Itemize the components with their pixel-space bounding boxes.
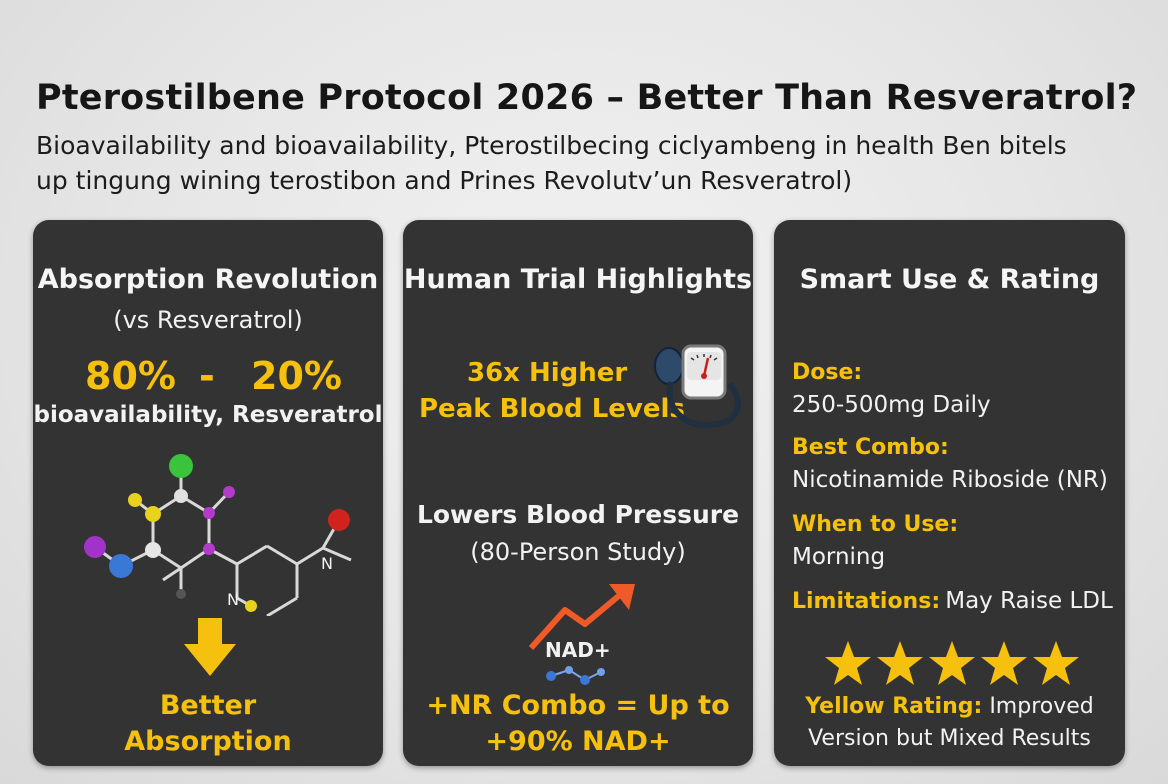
footer-absorption: Absorption [124, 726, 292, 757]
bp-subheading: (80-Person Study) [470, 538, 686, 566]
nad-label: NAD+ [545, 638, 611, 662]
subtitle-line-1: Bioavailability and bioavailability, Pte… [36, 131, 1067, 160]
rating-label: Yellow Rating: [805, 694, 983, 719]
limitations-label: Limitations: [792, 589, 941, 614]
footer-better: Better [159, 690, 257, 721]
star-icon [929, 641, 975, 685]
limitations-row: Limitations: May Raise LDL [792, 588, 1113, 614]
absorption-subheading: (vs Resveratrol) [113, 306, 303, 334]
combo-label: Best Combo: [792, 435, 949, 460]
stat-caption: bioavailability, Resveratrol [33, 402, 383, 428]
smart-use-card: Smart Use & Rating Dose: 250-500mg Daily… [774, 220, 1125, 766]
arrow-down-icon [184, 618, 236, 676]
rating-line-1: Yellow Rating: Improved [774, 694, 1125, 719]
trial-heading: Human Trial Highlights [403, 264, 753, 295]
absorption-heading: Absorption Revolution [37, 264, 379, 295]
star-icon [825, 641, 871, 685]
molecule-nitrogen-label: N [321, 554, 333, 573]
limitations-value: May Raise LDL [945, 588, 1113, 614]
dose-value: 250-500mg Daily [792, 392, 991, 418]
smart-use-heading: Smart Use & Rating [799, 264, 1100, 295]
subtitle-line-2: up tingung wining terostibon and Prines … [36, 166, 853, 195]
molecule-icon [84, 454, 352, 616]
star-icon [1033, 641, 1079, 685]
star-icon [877, 641, 923, 685]
stat-resveratrol: 20% [251, 354, 342, 398]
nad-molecule-icon [546, 666, 605, 685]
nr-combo-line-1: +NR Combo = Up to [426, 690, 730, 721]
nr-combo-line-2: +90% NAD+ [485, 726, 671, 757]
absorption-card: Absorption Revolution (vs Resveratrol) 8… [33, 220, 383, 766]
page-subtitle: Bioavailability and bioavailability, Pte… [36, 128, 1146, 198]
star-icon [981, 641, 1027, 685]
trial-card: Human Trial Highlights 36x Higher Peak B… [403, 220, 753, 766]
rating-value-1: Improved [989, 694, 1094, 719]
stat-dash: - [199, 354, 215, 398]
rating-value-2: Version but Mixed Results [808, 726, 1091, 751]
dose-label: Dose: [792, 360, 863, 385]
blood-pressure-gauge-icon [654, 344, 741, 429]
combo-value: Nicotinamide Riboside (NR) [792, 467, 1108, 493]
stat-pterostilbene: 80% [85, 354, 176, 398]
page-title: Pterostilbene Protocol 2026 – Better Tha… [36, 78, 1138, 118]
bp-heading: Lowers Blood Pressure [416, 500, 740, 529]
molecule-nitrogen-label-2: N [227, 590, 239, 609]
trend-up-arrow-icon [529, 584, 635, 650]
peak-line-1: 36x Higher [467, 358, 628, 388]
when-label: When to Use: [792, 512, 959, 537]
when-value: Morning [792, 544, 886, 570]
peak-line-2: Peak Blood Levels [419, 394, 685, 424]
